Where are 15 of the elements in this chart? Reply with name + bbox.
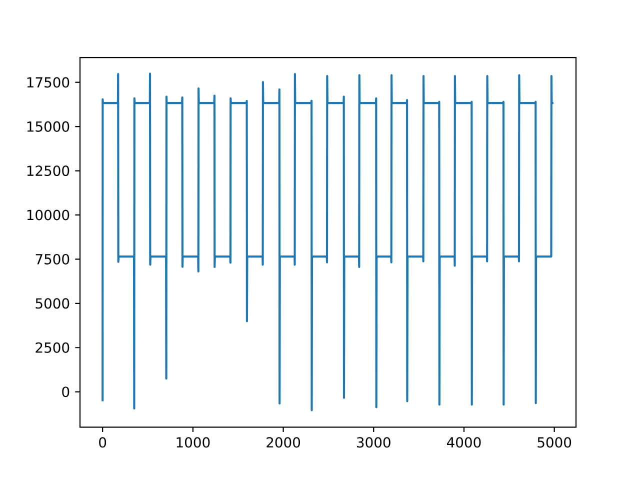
x-tick-label: 0 <box>99 437 106 448</box>
line-series <box>102 72 554 412</box>
x-tick-label: 2000 <box>266 437 300 448</box>
x-tick-label: 1000 <box>176 437 210 448</box>
y-tick-label: 10000 <box>27 210 70 220</box>
y-tick-label: 0 <box>62 386 70 398</box>
y-tick-label: 7500 <box>36 254 70 264</box>
x-tick-label: 5000 <box>538 437 572 448</box>
y-tick-label: 5000 <box>36 298 70 309</box>
y-tick-label: 15000 <box>27 121 70 132</box>
x-tick-label: 4000 <box>446 437 481 448</box>
y-tick-label: 17500 <box>27 77 70 88</box>
y-tick-label: 12500 <box>27 166 70 176</box>
x-tick-label: 3000 <box>356 437 390 448</box>
y-tick-label: 2500 <box>36 342 70 353</box>
